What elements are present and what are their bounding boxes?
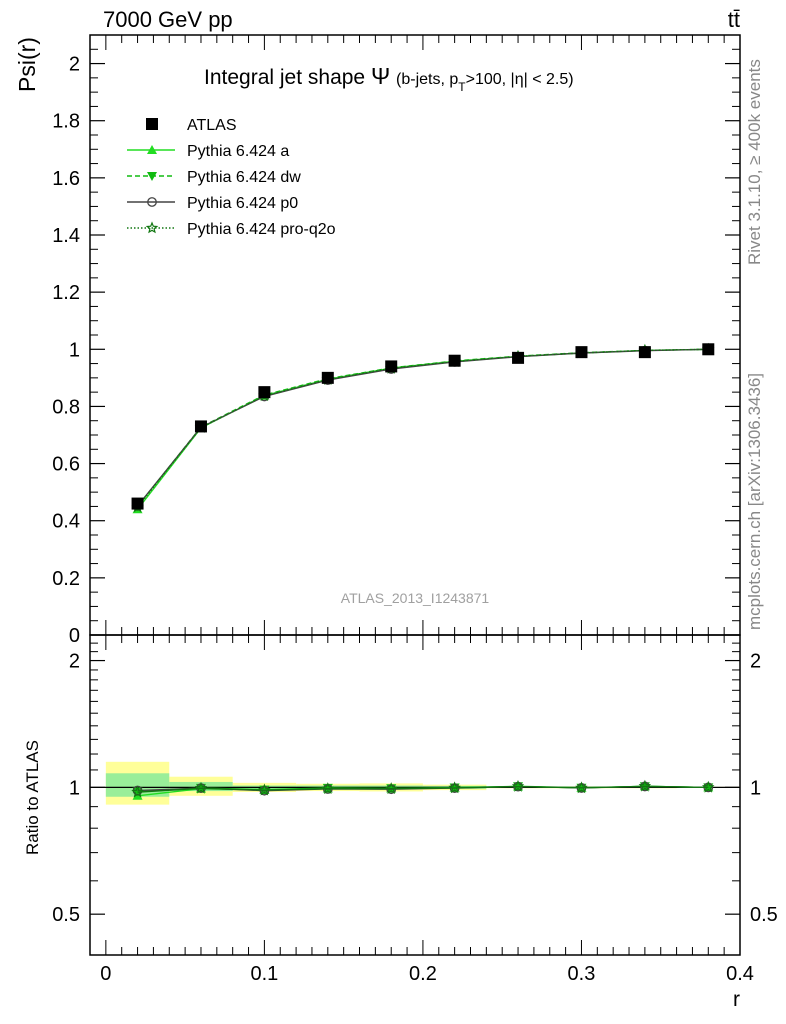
chart-title-cuts: (b-jets, pT>100, |η| < 2.5) (396, 71, 574, 94)
ratio-panel: 0.5 0.51 12 2 0 0.1 0.2 0.3 0.4 Ratio to ATLAS … (23, 634, 778, 1011)
data-point (258, 386, 271, 399)
series-atlas (131, 343, 715, 510)
ratio-ytick-label-right: 1 (750, 777, 761, 799)
series-pythia-6-424-p0 (132, 344, 714, 511)
chart-title: Integral jet shape Ψ (b-jets, pT>100, |η… (204, 63, 574, 94)
ratio-point (132, 787, 143, 797)
main-ytick-label: 1.4 (52, 225, 80, 247)
x-axis-label: r (733, 988, 740, 1011)
ratio-point (511, 779, 525, 792)
ratio-ytick-label: 2 (69, 651, 80, 673)
ratio-series-pythia-6-424-pro-q2o (131, 779, 715, 798)
legend-entry: Pythia 6.424 p0 (127, 195, 298, 212)
series-line (137, 348, 709, 507)
legend-entry: ATLAS (146, 117, 237, 134)
ratio-point (131, 785, 144, 798)
main-ytick-label: 1 (69, 339, 80, 361)
series-pythia-6-424-a (132, 344, 714, 514)
data-point (194, 420, 207, 433)
legend-entry: Pythia 6.424 a (127, 143, 289, 160)
xtick-label: 0.4 (726, 963, 754, 985)
main-ytick-label: 1.8 (52, 111, 80, 133)
main-ytick-label: 1.2 (52, 282, 80, 304)
main-panel: 0 0.2 0.4 0.6 0.8 1 1.2 1.4 1.6 1.8 2 Psi(r) Integ… (14, 34, 741, 647)
legend-label: Pythia 6.424 a (187, 143, 289, 160)
ratio-y-axis: 0.5 0.5 1 1 2 2 (52, 642, 778, 926)
data-point (448, 354, 461, 367)
ratio-point (448, 781, 461, 794)
ratio-y-axis-label: Ratio to ATLAS (23, 740, 42, 855)
data-point (638, 346, 651, 359)
chart-title-text: Integral jet shape (204, 66, 365, 89)
xtick-label: 0 (100, 963, 111, 985)
data-point (575, 346, 588, 359)
legend-label: Pythia 6.424 pro-q2o (187, 221, 336, 238)
ratio-line (137, 785, 709, 793)
main-ytick-label: 0.2 (52, 568, 80, 590)
series-line (137, 348, 709, 507)
ratio-ytick-label: 0.5 (52, 904, 80, 926)
subscript-t: T (458, 80, 466, 94)
legend-entry: Pythia 6.424 pro-q2o (127, 221, 336, 238)
data-point (512, 351, 525, 364)
ratio-point (194, 781, 208, 794)
ratio-point (385, 782, 398, 794)
ratio-ytick-label: 1 (69, 777, 80, 799)
legend-marker (147, 145, 157, 154)
mcplots-label: mcplots.cern.ch [arXiv:1306.3436] (745, 372, 764, 630)
ratio-series (131, 779, 715, 800)
x-axis: 0 0.1 0.2 0.3 0.4 (100, 635, 754, 985)
series-line (137, 348, 709, 508)
legend-marker (145, 221, 159, 234)
data-point (131, 497, 144, 510)
main-x-ticks (105, 35, 741, 635)
main-y-axis-label: Psi(r) (14, 37, 40, 92)
series-line (137, 348, 709, 510)
data-point (702, 343, 715, 356)
main-series (131, 342, 715, 514)
ratio-point (321, 782, 335, 794)
xtick-label: 0.1 (250, 963, 278, 985)
legend-label: Pythia 6.424 p0 (187, 195, 298, 212)
legend: ATLAS Pythia 6.424 a Pythia 6.424 dw Pythia… (127, 117, 336, 238)
legend-label: ATLAS (187, 117, 237, 134)
ratio-ytick-label-right: 2 (750, 651, 761, 673)
legend-marker (147, 172, 157, 181)
legend-entry: Pythia 6.424 dw (127, 169, 301, 186)
main-ytick-label: 0 (69, 625, 80, 647)
process-label: tt̄ (728, 7, 740, 32)
title-cuts-rest: >100, |η| < 2.5) (466, 71, 574, 88)
rivet-version-label: Rivet 3.1.10, ≥ 400k events (745, 59, 764, 265)
main-ytick-label: 0.8 (52, 396, 80, 418)
main-ytick-label: 0.6 (52, 454, 80, 476)
ratio-point (701, 780, 715, 793)
ratio-point (258, 783, 271, 796)
series-pythia-6-424-pro-q2o (131, 342, 715, 513)
ratio-point (638, 779, 652, 792)
legend-marker (147, 197, 157, 207)
chart-title-symbol: Ψ (371, 63, 390, 89)
ratio-panel-frame (89, 634, 741, 956)
legend-marker (146, 118, 158, 130)
main-ytick-label: 1.6 (52, 168, 80, 190)
data-point (321, 371, 334, 384)
data-point (385, 360, 398, 373)
legend-label: Pythia 6.424 dw (187, 169, 301, 186)
series-pythia-6-424-dw (132, 345, 714, 512)
main-y-axis: 0 0.2 0.4 0.6 0.8 1 1.2 1.4 1.6 1.8 2 (52, 48, 740, 647)
analysis-watermark: ATLAS_2013_I1243871 (341, 590, 490, 606)
energy-label: 7000 GeV pp (103, 7, 233, 32)
main-ytick-label: 0.4 (52, 511, 80, 533)
xtick-label: 0.3 (568, 963, 596, 985)
xtick-label: 0.2 (409, 963, 437, 985)
ratio-ytick-label-right: 0.5 (750, 904, 778, 926)
ratio-point (575, 781, 588, 794)
main-ytick-label: 2 (69, 54, 80, 76)
